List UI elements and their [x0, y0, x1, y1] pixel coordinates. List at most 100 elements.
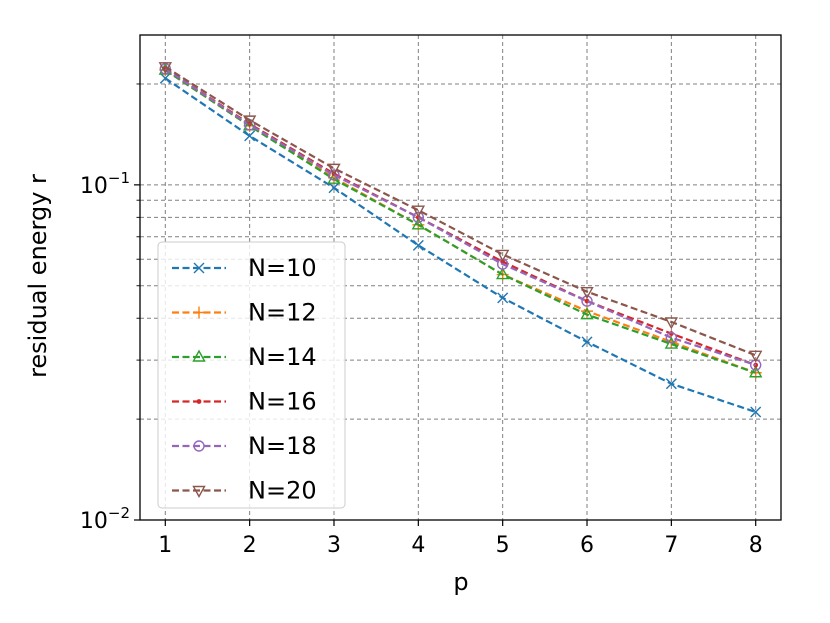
marker-circle [665, 331, 678, 344]
data-point [581, 336, 593, 348]
marker-triangle-up [495, 267, 510, 280]
x-tick-label: 2 [243, 533, 257, 558]
series-line [164, 77, 757, 414]
series-line [164, 65, 757, 357]
data-point [328, 182, 340, 194]
series-n-10 [159, 72, 762, 418]
data-point [328, 169, 340, 181]
x-tick-label: 1 [158, 533, 172, 558]
series-lines [158, 62, 763, 418]
legend-label: N=16 [248, 388, 317, 416]
legend-marker [196, 399, 202, 404]
y-tick-label: 10−1 [80, 169, 130, 199]
marker-circle [328, 169, 340, 181]
marker-triangle-down [327, 163, 341, 176]
marker-x [581, 336, 593, 348]
legend-label: N=12 [248, 299, 317, 327]
marker-triangle-up [664, 336, 679, 349]
legend-label: N=20 [248, 477, 317, 505]
x-tick-label: 6 [580, 533, 594, 558]
marker-x [159, 72, 171, 84]
data-point [411, 205, 426, 218]
x-tick-label: 5 [496, 533, 510, 558]
marker-triangle-up [411, 217, 426, 230]
data-point [580, 286, 594, 300]
marker-circle [193, 440, 205, 452]
legend-entry: N=10 [172, 254, 317, 282]
data-point [750, 406, 762, 418]
marker-plus [193, 306, 205, 319]
marker-x [328, 182, 340, 194]
legend-marker [193, 306, 205, 319]
marker-x [412, 239, 424, 251]
data-point [158, 62, 172, 75]
series-n-20 [158, 62, 763, 363]
data-point [665, 378, 677, 390]
marker-x [497, 292, 509, 304]
data-point [664, 317, 679, 330]
legend-marker [193, 262, 205, 274]
y-axis-ticks: 10−1 10−2 [80, 83, 140, 534]
x-tick-label: 3 [327, 533, 341, 558]
series-line [164, 69, 757, 374]
data-point [411, 217, 426, 230]
y-tick-label: 10−2 [80, 504, 130, 534]
marker-x [193, 262, 205, 274]
x-tick-label: 4 [411, 533, 425, 558]
legend-label: N=18 [248, 432, 317, 460]
data-point [749, 365, 763, 378]
marker-x [244, 130, 256, 142]
legend-label: N=14 [248, 343, 317, 371]
legend: N=10 N=12 N=14 N=16 N=18 N=20 [157, 241, 346, 509]
marker-triangle-down [192, 485, 206, 498]
data-point [664, 336, 679, 349]
marker-triangle-down [749, 350, 763, 363]
data-point [497, 292, 509, 304]
legend-entry: N=20 [172, 477, 317, 505]
marker-triangle-down [158, 62, 172, 75]
y-axis-label: residual energy r [24, 174, 52, 378]
data-point [495, 267, 510, 280]
legend-entry: N=18 [172, 432, 317, 460]
legend-label: N=10 [248, 254, 317, 282]
marker-triangle-up [580, 307, 594, 320]
data-point [412, 239, 424, 251]
data-point [581, 295, 593, 307]
marker-triangle-down [664, 317, 679, 330]
marker-triangle-down [411, 205, 426, 218]
data-point [580, 307, 594, 320]
marker-x [665, 378, 677, 390]
marker-circle [581, 295, 593, 307]
x-tick-label: 7 [664, 533, 678, 558]
legend-box [157, 241, 346, 509]
legend-marker [192, 485, 206, 498]
x-axis-ticks: 1 2 3 4 5 6 7 8 [158, 520, 763, 558]
marker-x [750, 406, 762, 418]
data-point [749, 350, 763, 363]
data-point [665, 331, 678, 344]
legend-entry: N=16 [172, 388, 317, 416]
marker-triangle-down [242, 115, 257, 128]
legend-marker [193, 440, 205, 452]
marker-triangle-down [580, 286, 594, 300]
data-point [244, 130, 256, 142]
data-point [327, 171, 341, 184]
marker-triangle-up [327, 171, 341, 184]
series-n-18 [159, 63, 762, 371]
marker-circle [412, 211, 425, 224]
legend-entry: N=14 [172, 343, 317, 371]
plot-frame [139, 34, 782, 521]
legend-entry: N=12 [172, 299, 317, 327]
marker-triangle-up [749, 365, 763, 378]
data-point [242, 115, 257, 128]
data-point [159, 72, 171, 84]
marker-triangle-up [192, 349, 206, 362]
data-point [412, 211, 425, 224]
series-line [164, 67, 757, 367]
legend-marker [192, 349, 206, 362]
x-axis-label: p [453, 568, 468, 596]
marker-dot [196, 399, 202, 404]
data-point [495, 249, 510, 262]
marker-triangle-down [495, 249, 510, 262]
